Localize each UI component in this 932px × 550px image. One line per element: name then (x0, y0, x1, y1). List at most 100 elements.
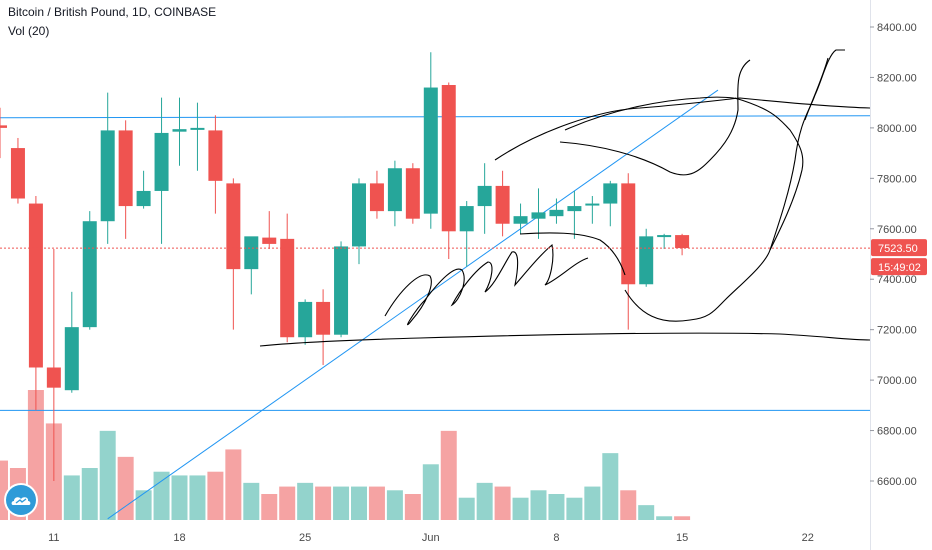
price-tick-label: 7400.00 (877, 274, 917, 286)
candle (64, 291, 79, 393)
candle (477, 163, 492, 234)
volume-bar (566, 497, 583, 520)
volume-bar (620, 490, 637, 520)
price-tick-label: 6800.00 (877, 426, 917, 438)
cloud-icon (11, 497, 31, 505)
candle (316, 289, 331, 365)
candle-body (334, 246, 349, 335)
volume-indicator-label: Vol (20) (8, 24, 50, 38)
time-tick-label: 11 (48, 532, 59, 544)
volume-bar (333, 486, 350, 520)
time-tick-label: 25 (299, 532, 311, 544)
candle (621, 173, 636, 330)
volume-bar (27, 390, 44, 520)
trendline-drawing (107, 89, 719, 520)
volume-bar (261, 494, 278, 520)
volume-bar (404, 494, 421, 520)
candle-body (136, 190, 151, 207)
candle-body (64, 327, 79, 391)
volume-bar (63, 475, 80, 520)
candle (0, 107, 7, 159)
candle-body (262, 237, 277, 244)
volume-bar (476, 482, 493, 520)
candle-body (513, 216, 528, 224)
candle (136, 170, 151, 209)
time-tick-label: Jun (422, 532, 440, 544)
candle-body (316, 301, 331, 335)
candle-body (28, 203, 43, 368)
volume-bar (368, 486, 385, 520)
volume-bar (297, 482, 314, 520)
candle (567, 190, 582, 239)
time-axis-labels: 11 18 25 Jun 8 15 22 (48, 532, 814, 544)
current-price-tag (871, 239, 927, 257)
volume-bar (602, 453, 619, 520)
candle-body (82, 221, 97, 328)
candle-body (298, 301, 313, 338)
volume-bar (99, 430, 116, 520)
volume-bar (422, 464, 439, 520)
volume-bar (584, 486, 601, 520)
candle-body (441, 85, 456, 232)
freehand-stroke[interactable] (559, 59, 751, 176)
trendline[interactable] (107, 89, 719, 520)
tradingview-logo[interactable] (6, 485, 36, 515)
candle (657, 233, 672, 249)
volume-bar (117, 456, 134, 520)
candle (82, 211, 97, 330)
candle-body (621, 183, 636, 285)
candle-body (387, 168, 402, 212)
bar-countdown-label: 15:49:02 (878, 262, 921, 274)
candle-body (675, 235, 690, 249)
candle (10, 137, 25, 204)
volume-bar (171, 475, 188, 520)
candle-body (46, 367, 61, 388)
candle-body (280, 238, 295, 338)
volume-bar (548, 494, 565, 520)
candle (441, 82, 456, 260)
countdown-tag (871, 258, 927, 276)
volume-bar (656, 516, 673, 520)
candle-body (369, 183, 384, 212)
volume-bar (135, 490, 152, 520)
freehand-stroke[interactable] (494, 97, 871, 161)
candle-body (423, 87, 438, 214)
candle-body (172, 129, 187, 132)
freehand-stroke[interactable] (519, 232, 626, 276)
freehand-stroke[interactable] (769, 49, 845, 251)
candle (46, 248, 61, 481)
volume-bar (386, 490, 403, 520)
freehand-stroke[interactable] (384, 243, 589, 326)
volume-bars (0, 390, 691, 520)
current-price-label: 7523.50 (878, 243, 918, 255)
time-tick-label: 15 (676, 532, 688, 544)
price-tick-label: 6600.00 (877, 476, 917, 488)
candle (675, 233, 690, 256)
candle (172, 97, 187, 166)
price-tick-label: 7600.00 (877, 224, 917, 236)
freehand-stroke[interactable] (259, 332, 871, 347)
volume-bar (440, 430, 457, 520)
freehand-stroke[interactable] (804, 57, 829, 121)
candle-body (100, 130, 115, 222)
volume-bar (279, 486, 296, 520)
candle (369, 170, 384, 219)
candle-body (0, 125, 7, 128)
freehand-stroke[interactable] (624, 97, 804, 322)
candle-body (244, 236, 259, 270)
price-tick-label: 8200.00 (877, 72, 917, 84)
candle (352, 178, 366, 265)
volume-bar (153, 471, 170, 520)
candle (226, 178, 241, 330)
candle (513, 203, 528, 234)
candle-body (603, 183, 618, 204)
volume-bar (512, 497, 529, 520)
freehand-stroke[interactable] (564, 96, 739, 131)
price-tick-label: 7800.00 (877, 173, 917, 185)
price-tick-label: 7000.00 (877, 375, 917, 387)
freehand-drawings (259, 49, 871, 347)
volume-bar (530, 490, 547, 520)
candle (334, 241, 349, 338)
candle-body (226, 183, 241, 270)
